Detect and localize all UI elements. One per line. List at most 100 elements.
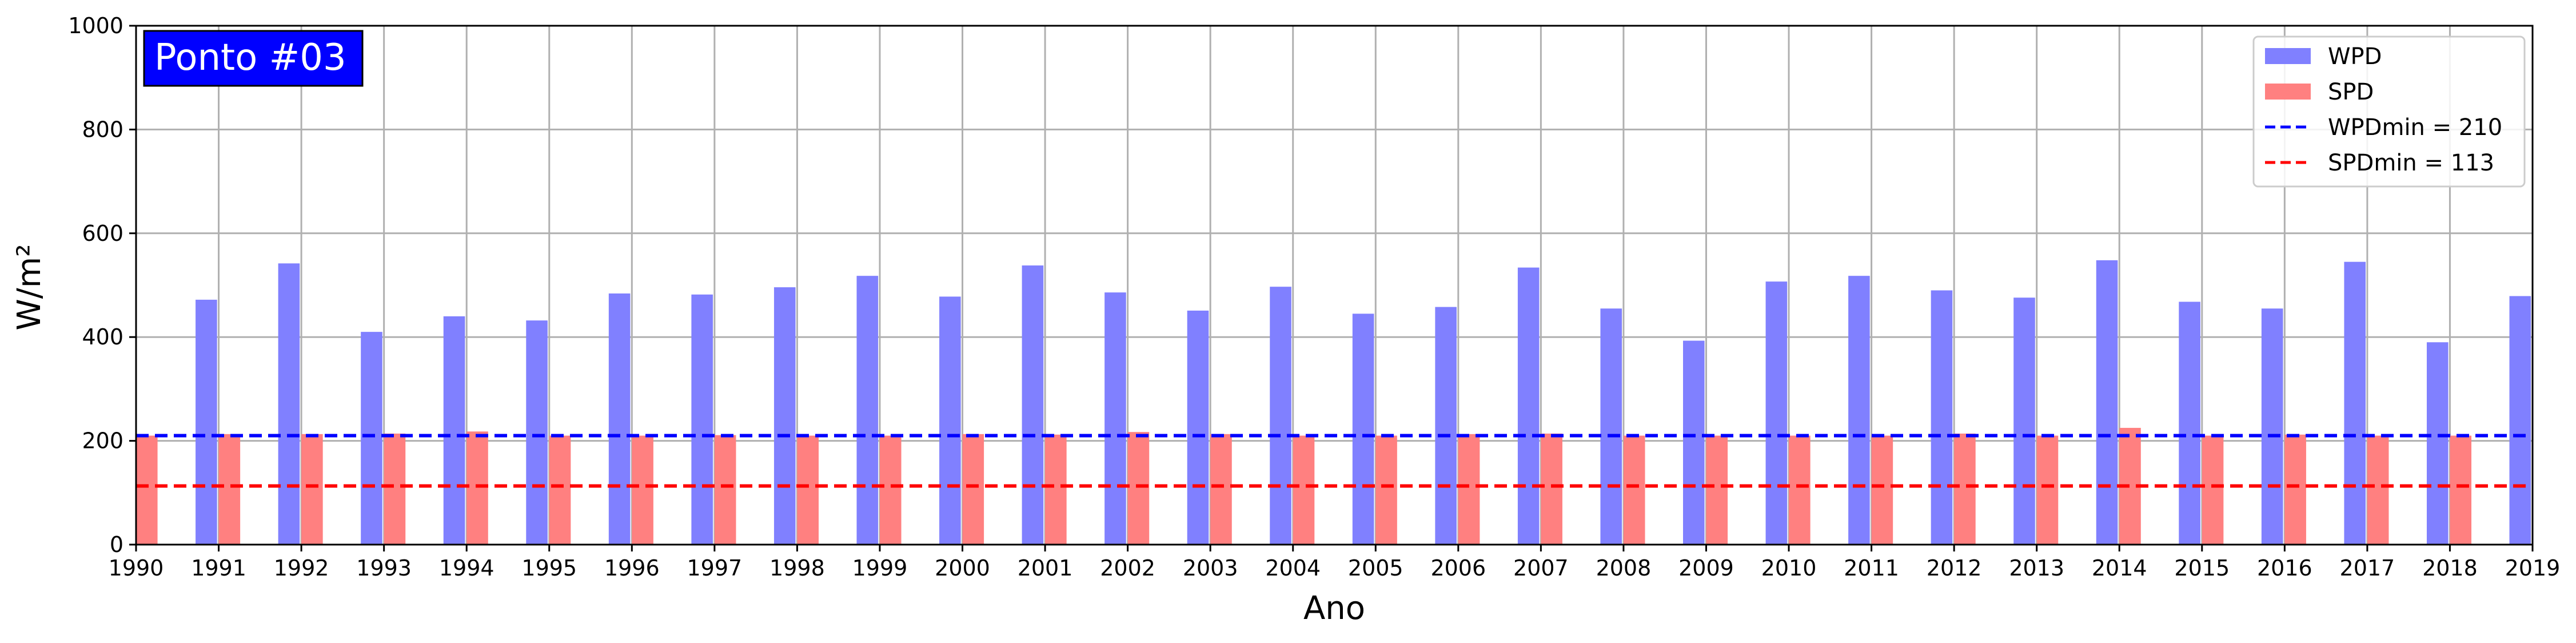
bar-wpd-2017 <box>2344 261 2366 545</box>
y-tick-label: 1000 <box>68 13 123 38</box>
grid-lines <box>135 25 2534 546</box>
x-tick-label: 2004 <box>1265 555 1321 581</box>
x-tick-label: 1996 <box>604 555 660 581</box>
bar-spd-2001 <box>1045 434 1067 545</box>
x-tick-label: 2018 <box>2422 555 2478 581</box>
title-badge-background <box>143 30 364 87</box>
x-tick-label: 2003 <box>1183 555 1238 581</box>
legend-label-spdmin: SPDmin = 113 <box>2328 150 2494 176</box>
x-tick-label: 2012 <box>1927 555 1982 581</box>
y-tick-label: 600 <box>82 221 123 246</box>
bar-wpd-1996 <box>608 293 631 545</box>
x-tick-label: 2000 <box>935 555 990 581</box>
y-tick-labels: 0 200 400 600 800 1000 <box>68 13 123 557</box>
bar-wpd-2014 <box>2096 260 2118 545</box>
x-tick-label: 1995 <box>521 555 577 581</box>
x-tick-label: 2007 <box>1513 555 1569 581</box>
bar-wpd-1998 <box>773 287 796 545</box>
bar-wpd-2003 <box>1187 310 1209 545</box>
x-tick-label: 2019 <box>2505 555 2561 581</box>
bar-spd-2007 <box>1541 433 1562 545</box>
x-tick-label: 2017 <box>2340 555 2395 581</box>
axes <box>129 25 2534 551</box>
bar-spd-2006 <box>1458 434 1480 545</box>
bar-spd-1996 <box>632 435 653 545</box>
legend: WPD SPD WPDmin = 210 SPDmin = 113 <box>2252 35 2526 188</box>
bar-wpd-2015 <box>2179 301 2200 545</box>
x-tick-label: 2008 <box>1596 555 1652 581</box>
legend-swatch-spd <box>2265 84 2311 100</box>
bar-wpd-1993 <box>361 332 382 545</box>
x-tick-label: 2009 <box>1678 555 1734 581</box>
x-tick-label: 2016 <box>2257 555 2312 581</box>
bar-spd-2009 <box>1706 435 1728 545</box>
y-axis-title: W/m² <box>11 244 48 330</box>
bar-wpd-2009 <box>1683 340 1705 545</box>
legend-swatch-wpd <box>2265 48 2311 64</box>
bar-wpd-2001 <box>1022 265 1044 545</box>
x-tick-label: 1994 <box>439 555 495 581</box>
bar-wpd-1994 <box>443 316 465 545</box>
bar-spd-2015 <box>2202 435 2224 545</box>
bar-wpd-2018 <box>2426 342 2449 545</box>
bar-spd-1993 <box>384 433 406 545</box>
x-tick-label: 1997 <box>687 555 743 581</box>
bar-wpd-2011 <box>1848 276 1870 545</box>
bar-wpd-2016 <box>2261 308 2283 545</box>
bar-spd-1991 <box>218 434 241 545</box>
y-tick-label: 800 <box>82 117 123 142</box>
bar-spd-2003 <box>1210 434 1232 545</box>
x-tick-label: 2005 <box>1348 555 1403 581</box>
bar-wpd-2008 <box>1600 308 1622 545</box>
bar-spd-1992 <box>301 434 323 545</box>
reference-lines <box>136 434 2533 488</box>
bars <box>136 260 2531 545</box>
x-tick-label: 1990 <box>109 555 164 581</box>
title-badge: Ponto #03 <box>143 30 364 87</box>
x-tick-label: 1992 <box>274 555 329 581</box>
bar-spd-2018 <box>2450 435 2472 545</box>
x-tick-label: 1991 <box>191 555 246 581</box>
bar-spd-1997 <box>714 435 736 545</box>
bar-wpd-2005 <box>1352 313 1374 545</box>
x-tick-label: 1999 <box>852 555 908 581</box>
bar-spd-2016 <box>2284 434 2306 545</box>
x-tick-label: 2014 <box>2092 555 2147 581</box>
bar-wpd-2010 <box>1765 281 1788 545</box>
bar-spd-2010 <box>1789 435 1811 545</box>
x-tick-label: 2006 <box>1430 555 1486 581</box>
legend-label-wpdmin: WPDmin = 210 <box>2328 114 2502 141</box>
plot-frame <box>135 25 2534 546</box>
x-tick-label: 2001 <box>1018 555 1073 581</box>
x-tick-label: 2010 <box>1761 555 1817 581</box>
y-tick-label: 400 <box>82 324 123 350</box>
bar-wpd-2012 <box>1931 290 1953 545</box>
x-tick-labels: 1990 1991 1992 1993 1994 1995 1996 1997 1998 1999… <box>109 555 2561 581</box>
bar-spd-2000 <box>962 434 984 545</box>
x-axis-title: Ano <box>1303 590 1365 627</box>
bar-wpd-2007 <box>1517 267 1540 545</box>
legend-box <box>2252 35 2526 188</box>
bar-wpd-2019 <box>2509 296 2531 545</box>
x-tick-label: 2002 <box>1100 555 1155 581</box>
bar-wpd-1999 <box>856 276 879 545</box>
bar-spd-1994 <box>466 431 488 545</box>
bar-wpd-1995 <box>526 320 548 545</box>
y-tick-label: 200 <box>82 428 123 454</box>
bar-wpd-2006 <box>1435 307 1457 545</box>
bar-wpd-1997 <box>691 294 713 545</box>
bar-spd-2011 <box>1871 435 1893 545</box>
x-tick-label: 1993 <box>356 555 412 581</box>
y-tick-label: 0 <box>110 532 123 557</box>
bar-spd-1995 <box>549 435 571 545</box>
bar-wpd-1991 <box>196 299 217 545</box>
bar-wpd-2002 <box>1104 292 1126 545</box>
x-tick-label: 1998 <box>769 555 825 581</box>
bar-spd-1990 <box>136 435 158 545</box>
bar-spd-2012 <box>1954 433 1976 545</box>
x-tick-label: 2011 <box>1844 555 1899 581</box>
bar-spd-1999 <box>879 435 902 545</box>
bar-wpd-1992 <box>278 263 300 545</box>
